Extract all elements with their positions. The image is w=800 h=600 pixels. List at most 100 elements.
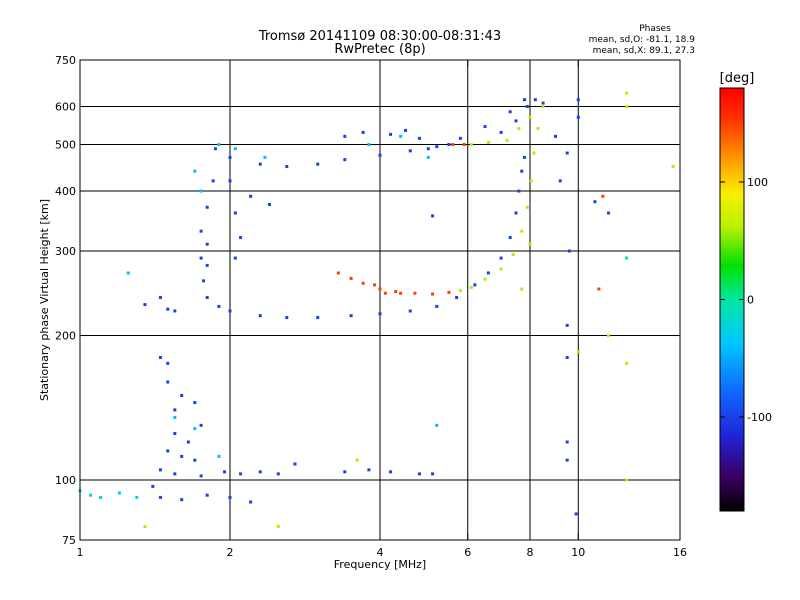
data-point [525,205,529,209]
data-point [499,256,503,260]
data-point [202,279,206,283]
stats-o-mode: mean, sd,O: -81.1, 18.9 [589,35,696,45]
colorbar-ticks: 100 0 -100 [720,176,772,424]
data-point [417,472,421,476]
data-point [166,380,170,384]
data-point [349,314,353,318]
data-point [343,470,347,474]
data-point [469,143,473,147]
data-point [180,454,184,458]
data-point [233,211,237,215]
data-point [186,440,190,444]
data-point [199,256,203,260]
data-point [173,309,177,313]
data-point [565,458,569,462]
colorbar-tick-label: 0 [747,294,754,307]
y-tick-label: 750 [55,54,76,67]
grid-lines [80,60,680,540]
data-point [151,484,155,488]
data-point [217,143,221,147]
stats-x-mode: mean, sd,X: 89.1, 27.3 [593,46,695,56]
data-point [316,316,320,320]
data-point [180,498,184,502]
x-tick-label: 10 [571,546,585,559]
data-point [451,143,455,147]
data-point [223,470,227,474]
data-point [394,290,398,294]
data-point [361,281,365,285]
data-point [508,236,512,240]
data-point [367,143,371,147]
data-point [199,423,203,427]
data-point [205,296,209,300]
colorbar-tick-label: 100 [747,176,768,189]
data-point [173,415,177,419]
data-point [499,130,503,134]
data-point [523,155,527,159]
data-point [431,472,435,476]
data-point [199,189,203,193]
data-point [158,495,162,499]
data-point [593,200,597,204]
chart-title: Tromsø 20141109 08:30:00-08:31:43 [258,29,501,44]
data-point [355,458,359,462]
data-point [258,314,262,318]
data-point [258,162,262,166]
data-point [408,309,412,313]
chart-subtitle: RwPretec (8p) [334,42,425,57]
data-point [403,128,407,132]
data-point [228,155,232,159]
data-point [447,290,451,294]
data-point [143,525,147,529]
data-point [399,291,403,295]
data-point [520,229,524,233]
data-point [143,303,147,307]
data-point [135,495,139,499]
data-point [89,493,93,497]
data-point [205,493,209,497]
y-tick-label: 300 [55,245,76,258]
data-point [166,307,170,311]
data-point [462,143,466,147]
colorbar-tick-label: -100 [747,411,772,424]
data-point [426,147,430,151]
data-point [361,130,365,134]
data-point [431,292,435,296]
data-point [276,525,280,529]
data-point [267,202,271,206]
data-point [565,151,569,155]
data-point [343,158,347,162]
x-tick-label: 4 [377,546,384,559]
data-point [567,249,571,253]
y-tick-label: 600 [55,101,76,114]
data-point [173,472,177,476]
data-point [625,256,629,260]
data-point [349,276,353,280]
data-point [211,179,215,183]
data-point [378,153,382,157]
data-point [533,98,537,102]
data-point [166,361,170,365]
data-point [435,423,439,427]
data-point [249,500,253,504]
data-point [671,164,675,168]
data-point [180,394,184,398]
data-point [458,289,462,293]
data-point [541,105,545,109]
data-point [276,472,280,476]
data-point [517,189,521,193]
data-point [514,211,518,215]
data-point [553,134,557,138]
data-point [173,408,177,412]
data-point [285,164,289,168]
data-point [263,155,267,159]
data-point [558,179,562,183]
data-point [505,138,509,142]
data-point [520,287,524,291]
x-tick-label: 6 [464,546,471,559]
data-point [199,474,203,478]
y-tick-label: 500 [55,139,76,152]
data-point [597,287,601,291]
x-tick-label: 2 [227,546,234,559]
x-axis-ticks: 1 2 4 6 8 10 16 [77,60,687,559]
